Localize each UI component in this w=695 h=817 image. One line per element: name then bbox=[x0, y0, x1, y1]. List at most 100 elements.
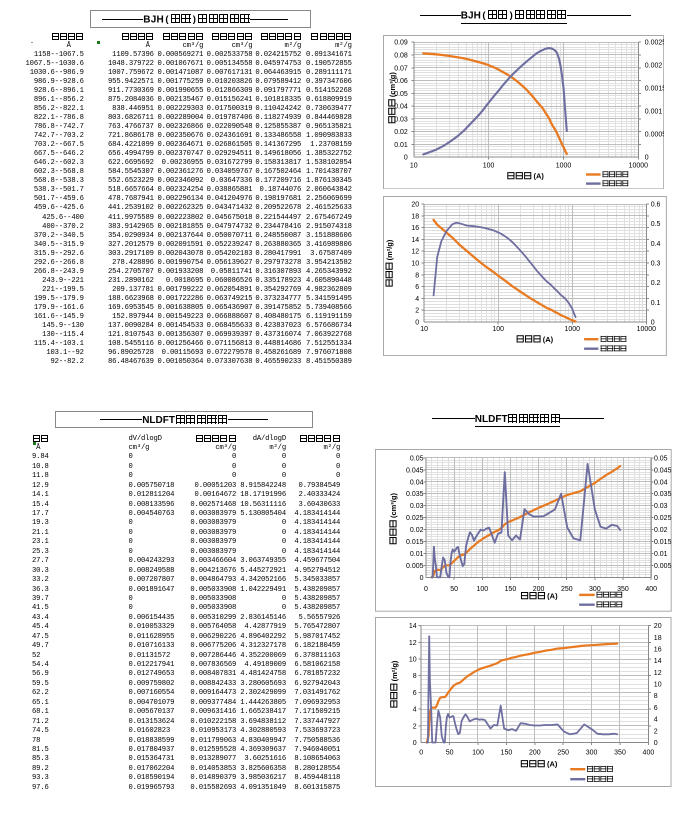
svg-text:4: 4 bbox=[413, 706, 417, 713]
svg-text:0.01: 0.01 bbox=[410, 551, 424, 558]
svg-text:150: 150 bbox=[501, 749, 513, 756]
svg-text:0.03: 0.03 bbox=[654, 503, 668, 510]
svg-text:0.2: 0.2 bbox=[651, 280, 661, 287]
svg-text:0.05: 0.05 bbox=[654, 455, 668, 462]
svg-text:0.025: 0.025 bbox=[654, 515, 672, 522]
svg-text:10000: 10000 bbox=[629, 162, 649, 169]
svg-text:0.04: 0.04 bbox=[394, 103, 408, 110]
svg-text:2: 2 bbox=[654, 728, 658, 735]
svg-text:250: 250 bbox=[558, 749, 570, 756]
svg-text:0.09: 0.09 bbox=[394, 39, 408, 46]
svg-text:0.025: 0.025 bbox=[406, 515, 424, 522]
svg-text:0.005: 0.005 bbox=[654, 563, 672, 570]
svg-text:20: 20 bbox=[654, 623, 662, 630]
svg-text:0.06: 0.06 bbox=[394, 78, 408, 85]
svg-text:100: 100 bbox=[483, 162, 495, 169]
svg-text:0.03: 0.03 bbox=[394, 116, 408, 123]
svg-text:0.4: 0.4 bbox=[651, 241, 661, 248]
svg-text:(A): (A) bbox=[534, 171, 545, 180]
svg-text:0: 0 bbox=[415, 320, 419, 327]
svg-text:0.015: 0.015 bbox=[654, 539, 672, 546]
svg-text:6: 6 bbox=[413, 690, 417, 697]
svg-text:0: 0 bbox=[654, 575, 658, 582]
svg-text:4: 4 bbox=[654, 716, 658, 723]
svg-text:(cm³/g): (cm³/g) bbox=[388, 71, 397, 96]
svg-text:10: 10 bbox=[420, 326, 428, 333]
svg-text:0.015: 0.015 bbox=[406, 539, 424, 546]
svg-text:8: 8 bbox=[654, 693, 658, 700]
svg-text:6: 6 bbox=[654, 705, 658, 712]
svg-text:0.0015: 0.0015 bbox=[645, 85, 664, 92]
svg-text:12: 12 bbox=[409, 640, 417, 647]
svg-text:100: 100 bbox=[472, 749, 484, 756]
svg-text:4: 4 bbox=[415, 296, 419, 303]
svg-text:0.02: 0.02 bbox=[394, 129, 408, 136]
svg-text:14: 14 bbox=[411, 237, 419, 244]
svg-text:(cm³/g): (cm³/g) bbox=[389, 492, 398, 517]
svg-text:0.005: 0.005 bbox=[406, 563, 424, 570]
svg-text:0.01: 0.01 bbox=[394, 142, 408, 149]
svg-text:(A): (A) bbox=[547, 759, 558, 768]
svg-text:16: 16 bbox=[411, 225, 419, 232]
svg-text:0.001: 0.001 bbox=[645, 108, 663, 115]
svg-text:0: 0 bbox=[654, 740, 658, 747]
svg-text:0.02: 0.02 bbox=[410, 527, 424, 534]
svg-text:2: 2 bbox=[415, 308, 419, 315]
svg-text:200: 200 bbox=[529, 749, 541, 756]
svg-text:0.03: 0.03 bbox=[410, 503, 424, 510]
svg-text:12: 12 bbox=[654, 670, 662, 677]
svg-text:6: 6 bbox=[415, 284, 419, 291]
svg-text:0.045: 0.045 bbox=[406, 467, 424, 474]
svg-text:10000: 10000 bbox=[636, 326, 656, 333]
svg-text:12: 12 bbox=[411, 249, 419, 256]
svg-text:50: 50 bbox=[450, 586, 458, 593]
svg-text:0.0005: 0.0005 bbox=[645, 131, 664, 138]
svg-text:0: 0 bbox=[424, 586, 428, 593]
svg-text:0.0025: 0.0025 bbox=[645, 39, 664, 46]
svg-text:8: 8 bbox=[415, 273, 419, 280]
svg-text:(m²/g): (m²/g) bbox=[390, 660, 399, 681]
svg-text:2: 2 bbox=[413, 723, 417, 730]
svg-text:100: 100 bbox=[492, 326, 504, 333]
svg-text:400: 400 bbox=[643, 749, 655, 756]
svg-text:0: 0 bbox=[645, 154, 649, 161]
svg-text:0.08: 0.08 bbox=[394, 52, 408, 59]
svg-text:150: 150 bbox=[505, 586, 517, 593]
svg-text:1000: 1000 bbox=[556, 162, 572, 169]
svg-text:0.01: 0.01 bbox=[654, 551, 668, 558]
svg-text:1000: 1000 bbox=[564, 326, 580, 333]
svg-text:200: 200 bbox=[533, 586, 545, 593]
svg-text:0.5: 0.5 bbox=[651, 221, 661, 228]
svg-text:0.045: 0.045 bbox=[654, 467, 672, 474]
svg-text:0: 0 bbox=[419, 749, 423, 756]
svg-text:0: 0 bbox=[420, 575, 424, 582]
svg-text:0.035: 0.035 bbox=[654, 491, 672, 498]
svg-text:0.6: 0.6 bbox=[651, 202, 661, 209]
svg-text:350: 350 bbox=[617, 586, 629, 593]
svg-text:20: 20 bbox=[411, 202, 419, 209]
svg-text:50: 50 bbox=[446, 749, 454, 756]
svg-text:0.04: 0.04 bbox=[410, 479, 424, 486]
svg-text:250: 250 bbox=[561, 586, 573, 593]
svg-text:0: 0 bbox=[404, 154, 408, 161]
svg-text:14: 14 bbox=[409, 623, 417, 630]
svg-text:300: 300 bbox=[586, 749, 598, 756]
svg-text:14: 14 bbox=[654, 658, 662, 665]
svg-text:10: 10 bbox=[409, 656, 417, 663]
svg-text:10: 10 bbox=[411, 261, 419, 268]
svg-text:(A): (A) bbox=[543, 335, 554, 344]
svg-text:0.035: 0.035 bbox=[406, 491, 424, 498]
svg-text:0.1: 0.1 bbox=[651, 300, 661, 307]
svg-text:8: 8 bbox=[413, 673, 417, 680]
svg-text:16: 16 bbox=[654, 646, 662, 653]
svg-text:100: 100 bbox=[476, 586, 488, 593]
svg-text:0.3: 0.3 bbox=[651, 261, 661, 268]
svg-text:(A): (A) bbox=[547, 591, 558, 600]
svg-text:350: 350 bbox=[614, 749, 626, 756]
svg-text:(m²/g): (m²/g) bbox=[385, 239, 394, 260]
svg-text:10: 10 bbox=[410, 162, 418, 169]
svg-text:0.02: 0.02 bbox=[654, 527, 668, 534]
svg-text:0.05: 0.05 bbox=[410, 455, 424, 462]
svg-text:18: 18 bbox=[411, 214, 419, 221]
svg-text:0.002: 0.002 bbox=[645, 62, 663, 69]
